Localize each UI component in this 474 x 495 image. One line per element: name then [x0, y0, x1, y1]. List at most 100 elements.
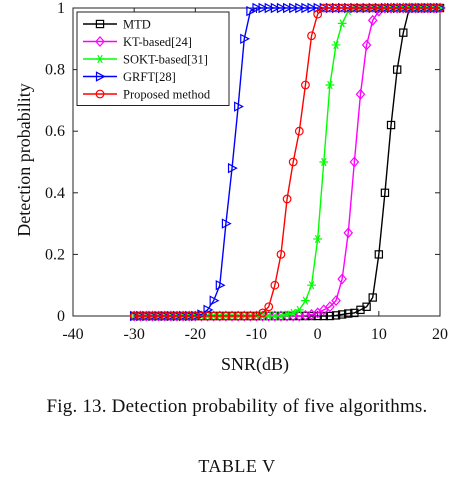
data-point — [258, 308, 268, 318]
data-point — [319, 311, 328, 321]
data-point — [386, 120, 396, 130]
data-point — [307, 2, 318, 14]
data-point — [380, 3, 390, 13]
data-point — [361, 39, 372, 51]
data-point — [276, 311, 286, 321]
data-point — [258, 2, 269, 14]
data-point — [301, 80, 310, 90]
data-point — [270, 311, 280, 321]
data-point — [368, 293, 377, 302]
data-point — [258, 311, 268, 321]
data-point — [240, 33, 251, 44]
y-tick-label: 0.8 — [45, 62, 65, 79]
data-point — [423, 3, 433, 13]
data-point — [319, 157, 329, 167]
legend-label: MTD — [123, 18, 151, 32]
data-point — [288, 308, 298, 318]
data-point — [301, 296, 310, 305]
data-point — [295, 2, 306, 14]
data-point — [386, 3, 396, 13]
legend-label: Proposed method — [123, 88, 211, 102]
data-point — [325, 80, 335, 90]
legend-label: SOKT-based[31] — [123, 53, 208, 67]
table-title: TABLE V — [198, 456, 276, 476]
data-point — [374, 3, 384, 13]
data-point — [331, 295, 341, 307]
data-point — [233, 311, 243, 321]
data-point — [270, 2, 281, 14]
data-point — [429, 3, 439, 13]
plot-area: -40 -30 -20 -10 0 10 20 0 0.2 0.4 0.6 0.8 1 MTD KT-bas… — [45, 0, 448, 343]
x-tick-label: 0 — [314, 326, 322, 343]
data-point — [190, 311, 200, 321]
data-point — [252, 2, 263, 14]
data-point — [344, 309, 353, 318]
data-point — [392, 65, 402, 74]
data-point — [343, 227, 354, 239]
data-point — [313, 234, 323, 244]
data-point — [166, 311, 176, 321]
data-point — [337, 310, 347, 319]
data-point — [435, 3, 445, 13]
detection-probability-chart: Detection probability SNR(dB) -40 -30 -20 -… — [14, 0, 448, 375]
y-tick-label: 1 — [57, 0, 65, 17]
legend-marker — [95, 89, 105, 99]
data-point — [319, 3, 329, 13]
data-point — [398, 3, 408, 13]
x-tick-label: -30 — [124, 326, 145, 343]
data-point — [362, 302, 371, 311]
x-tick-label: -20 — [185, 326, 206, 343]
data-point — [367, 14, 378, 26]
data-point — [221, 311, 231, 321]
data-point — [203, 311, 212, 321]
data-point — [264, 302, 274, 312]
data-point — [337, 3, 347, 13]
data-point — [282, 310, 292, 319]
data-point — [411, 3, 420, 13]
data-point — [307, 31, 316, 41]
data-point — [197, 311, 206, 321]
data-point — [374, 250, 384, 259]
data-point — [392, 3, 402, 13]
data-point — [264, 311, 274, 321]
data-point — [289, 2, 299, 14]
data-point — [184, 311, 194, 321]
data-point — [276, 249, 286, 259]
data-point — [276, 2, 287, 14]
data-point — [141, 311, 151, 321]
data-point — [264, 2, 275, 14]
data-point — [246, 5, 257, 17]
data-point — [337, 19, 347, 28]
data-point — [270, 280, 280, 290]
data-point — [178, 311, 188, 321]
data-point — [154, 311, 164, 321]
data-point — [337, 273, 347, 285]
data-point — [380, 188, 390, 197]
y-tick-label: 0 — [57, 308, 65, 325]
series-4 — [129, 3, 445, 321]
legend-label: KT-based[24] — [123, 35, 192, 49]
legend-marker — [95, 35, 105, 48]
data-point — [343, 3, 353, 13]
data-point — [368, 3, 378, 13]
y-axis-label: Detection probability — [14, 83, 34, 236]
legend-marker — [95, 54, 105, 64]
data-point — [294, 126, 304, 136]
data-point — [239, 311, 249, 321]
data-point — [356, 3, 365, 13]
x-tick-label: -40 — [62, 326, 83, 343]
data-point — [221, 218, 232, 229]
data-point — [227, 311, 237, 321]
data-point — [288, 157, 298, 167]
data-point — [325, 311, 335, 321]
data-point — [417, 3, 427, 13]
x-tick-label: 20 — [432, 326, 448, 343]
data-point — [129, 311, 139, 321]
data-point — [160, 311, 170, 321]
data-point — [209, 295, 220, 306]
y-tick-label: 0.6 — [45, 123, 65, 140]
legend-label: GRFT[28] — [123, 70, 176, 84]
x-tick-label: -10 — [246, 326, 267, 343]
x-axis-label: SNR(dB) — [221, 354, 289, 375]
data-point — [349, 156, 360, 168]
